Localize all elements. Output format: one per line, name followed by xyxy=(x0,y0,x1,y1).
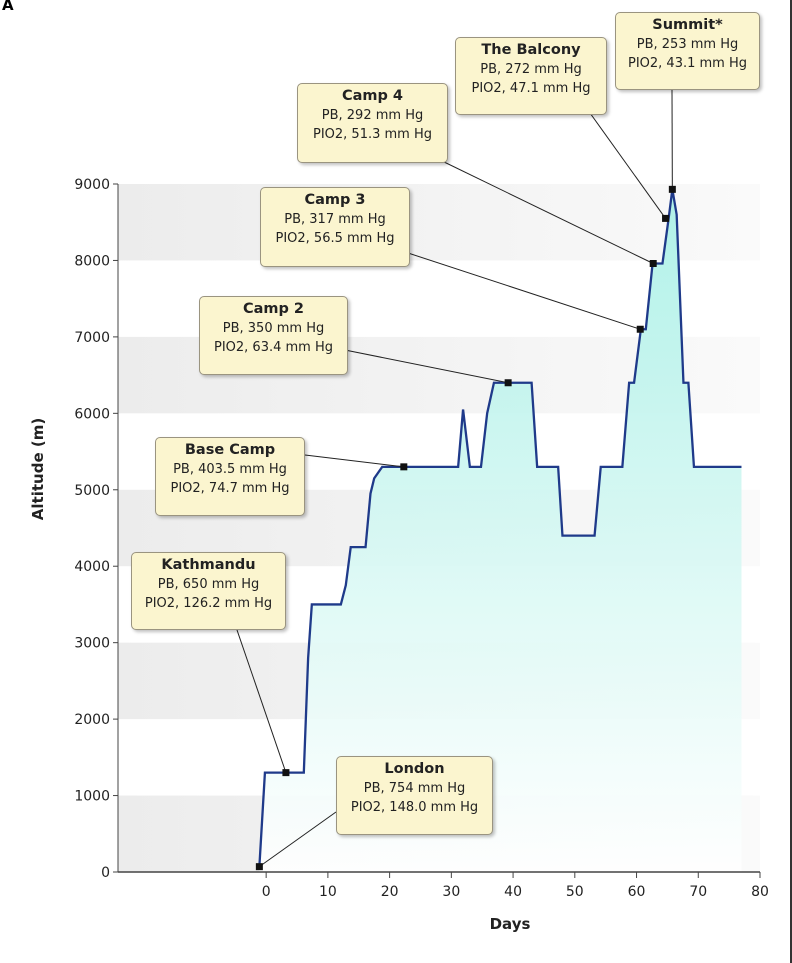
annotation-box: Summit* PB, 253 mm Hg PIO2, 43.1 mm Hg xyxy=(615,12,760,90)
annotation-name: Camp 3 xyxy=(304,192,366,208)
annotation-pio2: PIO2, 51.3 mm Hg xyxy=(312,127,432,142)
annotation-box: Base Camp PB, 403.5 mm Hg PIO2, 74.7 mm Hg xyxy=(155,437,305,516)
waypoint-marker xyxy=(636,325,644,333)
y-tick-label: 0 xyxy=(101,865,110,881)
y-tick-label: 7000 xyxy=(74,330,110,346)
annotation-pio2: PIO2, 148.0 mm Hg xyxy=(350,800,479,815)
annotation-pb: PB, 292 mm Hg xyxy=(321,108,424,123)
y-tick-label: 2000 xyxy=(74,712,110,728)
leader-line xyxy=(404,251,641,330)
annotation-name: London xyxy=(384,761,445,777)
annotation-pio2: PIO2, 56.5 mm Hg xyxy=(275,231,395,246)
x-tick-label: 0 xyxy=(262,884,271,900)
x-tick-label: 10 xyxy=(319,884,337,900)
x-tick-label: 50 xyxy=(566,884,584,900)
x-tick-label: 40 xyxy=(504,884,522,900)
waypoint-marker xyxy=(662,214,670,222)
area-fill xyxy=(259,189,742,873)
y-tick-label: 4000 xyxy=(74,559,110,575)
annotation-name: Kathmandu xyxy=(161,557,256,573)
annotation-name: Summit* xyxy=(652,17,723,33)
x-tick-label: 30 xyxy=(442,884,460,900)
annotation-pb: PB, 650 mm Hg xyxy=(157,577,260,592)
waypoint-marker xyxy=(504,379,512,387)
grid-band xyxy=(118,184,760,261)
x-tick-label: 70 xyxy=(689,884,707,900)
y-tick-label: 9000 xyxy=(74,177,110,193)
annotation-pio2: PIO2, 74.7 mm Hg xyxy=(170,481,290,496)
waypoint-marker xyxy=(668,185,676,193)
annotation-pb: PB, 754 mm Hg xyxy=(363,781,466,796)
annotation-pio2: PIO2, 43.1 mm Hg xyxy=(627,56,747,71)
annotation-name: Camp 2 xyxy=(242,301,305,317)
y-tick-label: 1000 xyxy=(74,789,110,805)
annotation-pio2: PIO2, 126.2 mm Hg xyxy=(144,596,273,611)
waypoint-marker xyxy=(400,463,408,471)
annotation-name: Base Camp xyxy=(184,442,276,458)
annotation-pb: PB, 350 mm Hg xyxy=(222,321,325,336)
annotation-box: Camp 4 PB, 292 mm Hg PIO2, 51.3 mm Hg xyxy=(297,83,448,163)
y-tick-label: 3000 xyxy=(74,636,110,652)
annotation-box: Kathmandu PB, 650 mm Hg PIO2, 126.2 mm Hg xyxy=(131,552,286,630)
annotation-name: The Balcony xyxy=(481,42,581,58)
leader-line xyxy=(439,159,654,264)
leader-line xyxy=(304,454,404,468)
leader-line xyxy=(589,112,666,219)
x-tick-label: 80 xyxy=(751,884,769,900)
y-tick-label: 8000 xyxy=(74,253,110,269)
x-tick-label: 20 xyxy=(381,884,399,900)
leader-line xyxy=(236,629,287,773)
annotation-pb: PB, 253 mm Hg xyxy=(636,37,739,52)
panel-label: A xyxy=(2,0,14,14)
waypoint-marker xyxy=(649,260,657,268)
annotation-box: The Balcony PB, 272 mm Hg PIO2, 47.1 mm Hg xyxy=(455,37,607,115)
annotation-pio2: PIO2, 63.4 mm Hg xyxy=(213,340,333,355)
annotation-pb: PB, 272 mm Hg xyxy=(480,62,582,77)
y-tick-label: 5000 xyxy=(74,483,110,499)
altitude-line xyxy=(258,189,742,867)
y-axis-label: Altitude (m) xyxy=(29,417,47,521)
leader-line xyxy=(344,349,509,384)
x-axis-label: Days xyxy=(489,915,531,933)
annotation-box: Camp 3 PB, 317 mm Hg PIO2, 56.5 mm Hg xyxy=(260,187,410,267)
y-tick-label: 6000 xyxy=(74,406,110,422)
annotation-name: Camp 4 xyxy=(341,88,404,104)
x-tick-label: 60 xyxy=(628,884,646,900)
leader-line xyxy=(259,811,337,868)
annotation-box: Camp 2 PB, 350 mm Hg PIO2, 63.4 mm Hg xyxy=(199,296,348,375)
annotation-pb: PB, 403.5 mm Hg xyxy=(173,462,287,477)
waypoint-marker xyxy=(282,769,290,777)
waypoint-marker xyxy=(255,863,263,871)
annotation-pb: PB, 317 mm Hg xyxy=(284,212,386,227)
annotation-pio2: PIO2, 47.1 mm Hg xyxy=(471,81,591,96)
annotation-box: London PB, 754 mm Hg PIO2, 148.0 mm Hg xyxy=(336,756,493,835)
